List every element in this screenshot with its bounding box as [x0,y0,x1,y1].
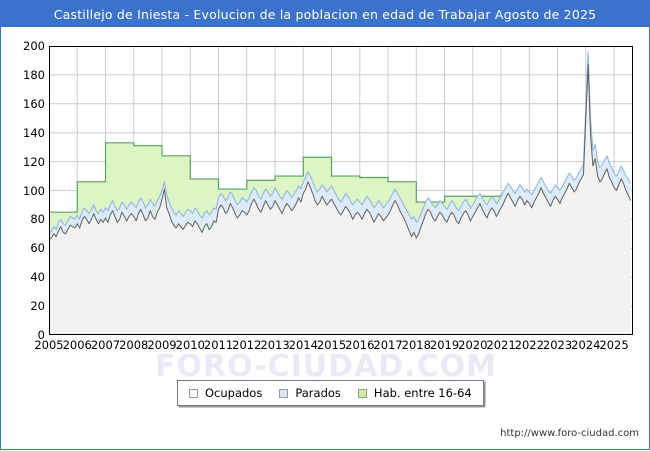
x-axis-tick-label: 2006 [62,338,92,352]
chart-canvas [49,46,633,335]
x-axis-tick-label: 2009 [147,338,177,352]
x-axis-tick-label: 2019 [429,338,460,352]
page-title: Castillejo de Iniesta - Evolucion de la … [53,6,597,22]
y-axis-tick-label: 160 [23,96,45,111]
y-axis-tick-label: 200 [23,39,45,53]
x-axis-tick-label: 2012 [232,338,262,352]
y-axis-tick-label: 100 [23,183,45,198]
plot-area [49,46,633,335]
legend-swatch-icon [189,388,198,398]
legend-entry[interactable]: Hab. entre 16-64 [357,386,472,400]
x-axis-tick-label: 2024 [571,338,601,352]
y-axis-tick-label: 40 [30,270,45,285]
x-axis-tick-label: 2007 [90,338,121,352]
legend-label: Parados [295,386,341,400]
x-axis-tick-label: 2014 [288,338,318,352]
x-axis-tick-label: 2021 [486,338,516,352]
y-axis-tick-label: 120 [23,154,45,169]
legend-swatch-icon [279,388,289,398]
y-axis-tick-label: 20 [30,299,45,314]
chart-legend: Ocupados Parados Hab. entre 16-64 [177,380,484,406]
legend-entry[interactable]: Parados [279,386,341,400]
x-axis-tick-label: 2008 [119,338,149,352]
footer-url: http://www.foro-ciudad.com [500,428,639,439]
legend-label: Hab. entre 16-64 [373,386,472,400]
series-line-parados [49,51,631,235]
y-axis-tick-label: 140 [23,125,45,140]
x-axis-tick-label: 2017 [373,338,403,352]
x-axis-tick-label: 2015 [316,338,347,352]
x-axis-tick-label: 2023 [542,338,573,352]
legend-swatch-icon [357,388,367,398]
x-axis-tick-label: 2022 [514,338,544,352]
y-axis-tick-label: 180 [23,67,45,82]
x-axis-tick-label: 2018 [401,338,431,352]
x-axis-tick-label: 2025 [599,338,629,352]
x-axis-tick-label: 2010 [175,338,205,352]
x-axis-tick-label: 2005 [34,338,64,352]
series-line-ocupados [49,64,632,241]
x-axis-tick-label: 2020 [458,338,488,352]
x-axis-tick-label: 2016 [345,338,375,352]
legend-entry[interactable]: Ocupados [189,386,262,400]
x-axis-tick-label: 2013 [260,338,290,352]
y-axis-tick-label: 80 [30,212,45,227]
y-axis: 0 20 40 60 80 100 120 140 160 180 200 [1,1,45,451]
x-axis-tick-label: 2011 [203,338,234,352]
legend-label: Ocupados [205,386,263,400]
y-axis-tick-label: 60 [30,241,45,256]
window-title-bar: Castillejo de Iniesta - Evolucion de la … [1,1,649,27]
y-axis-tick-label: 0 [37,328,45,342]
watermark: FORO-CIUDAD.COM [155,349,497,384]
series-area-ocupados [49,64,631,335]
series-line-hab [49,142,530,213]
